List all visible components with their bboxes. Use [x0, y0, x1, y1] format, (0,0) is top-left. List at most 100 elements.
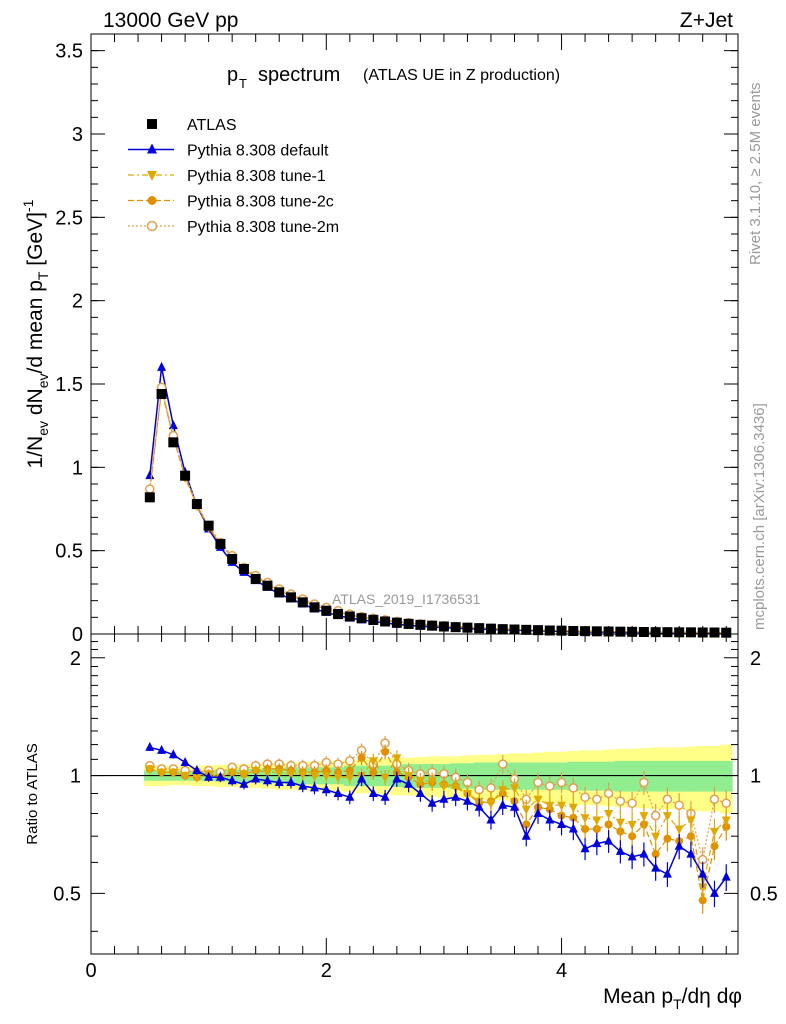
ratio-point [180, 756, 190, 766]
ratio-point [662, 794, 673, 804]
main-point [227, 554, 238, 564]
legend-marker [147, 171, 157, 181]
ratio-point [345, 791, 355, 801]
watermark: ATLAS_2019_I1736531 [332, 591, 481, 607]
ratio-point [698, 868, 708, 878]
ratio-y-tick-label: 2 [70, 648, 81, 670]
ratio-y-tick-label-right: 2 [750, 648, 761, 670]
ratio-point [381, 747, 390, 756]
ratio-point [698, 883, 708, 893]
ratio-y-tick-label-right: 0.5 [750, 883, 778, 905]
ratio-point [380, 791, 390, 801]
ratio-point [486, 783, 496, 793]
legend-label: Pythia 8.308 tune-1 [187, 168, 326, 185]
band-inner-segment [673, 760, 686, 792]
ratio-point [651, 862, 661, 872]
main-point [450, 622, 461, 633]
ratio-point [439, 793, 449, 803]
ratio-point [204, 771, 214, 781]
main-y-tick-label: 2.5 [55, 207, 83, 229]
ratio-point [557, 818, 567, 828]
ratio-point [451, 791, 461, 801]
ratio-point [439, 782, 449, 792]
ratio-point [639, 777, 649, 788]
main-point [344, 611, 355, 622]
main-y-tick-label: 0.5 [55, 541, 83, 563]
ratio-point [592, 816, 602, 826]
legend-label: Pythia 8.308 default [187, 143, 329, 160]
ratio-point [509, 784, 519, 794]
ratio-data-layer [91, 735, 738, 914]
ratio-point [522, 820, 531, 829]
ratio-point [533, 777, 543, 788]
ratio-point [145, 741, 155, 751]
ratio-point [498, 799, 508, 809]
legend-marker [147, 143, 157, 154]
ratio-point [709, 887, 719, 897]
title-rest: spectrum [258, 64, 340, 86]
main-y-tick-label: 1.5 [55, 374, 83, 396]
band-inner-segment [708, 760, 721, 792]
ratio-point [404, 772, 414, 782]
ratio-point [368, 757, 378, 767]
title-p: p [227, 64, 238, 86]
ratio-y-tick-label: 1 [70, 766, 81, 788]
ratio-point [333, 787, 343, 797]
main-point [168, 420, 178, 430]
main-point [427, 620, 438, 631]
x-tick-label: 0 [85, 960, 96, 982]
ratio-point [486, 814, 496, 824]
band-inner-segment [602, 761, 615, 791]
ratio-point [533, 795, 543, 805]
title-sub: T [239, 76, 247, 91]
ratio-point [710, 842, 719, 851]
ratio-point [180, 772, 190, 782]
ratio-point [369, 768, 378, 777]
main-point [274, 587, 285, 598]
ratio-point [251, 773, 261, 783]
ratio-point [521, 805, 531, 815]
ratio-point [215, 771, 225, 781]
beam-label: 13000 GeV pp [103, 9, 238, 32]
ratio-frame [90, 633, 739, 955]
ratio-point [145, 765, 155, 775]
main-point [297, 597, 308, 608]
ratio-x-ticks: 0 2 4 [85, 634, 727, 982]
main-y-tick-label: 2 [72, 291, 83, 313]
ratio-point [262, 768, 272, 778]
ratio-point [168, 749, 178, 759]
ratio-point [321, 784, 331, 794]
ratio-point [462, 795, 472, 805]
plot-title: p T spectrum (ATLAS UE in Z production) [227, 64, 560, 91]
process-label: Z+Jet [680, 9, 733, 32]
main-point [497, 624, 508, 635]
legend-label: Pythia 8.308 tune-2m [187, 219, 339, 236]
band-inner-segment [590, 761, 604, 791]
ratio-point [615, 845, 625, 855]
ratio-point [615, 818, 625, 828]
ratio-point [686, 848, 696, 858]
ratio-point [310, 782, 320, 792]
main-point [662, 627, 673, 638]
main-point [544, 625, 555, 636]
main-point [180, 470, 191, 481]
ratio-point [157, 744, 167, 754]
main-point [521, 624, 532, 635]
ratio-point [568, 803, 578, 813]
ratio-point [345, 756, 355, 766]
ratio-point [533, 807, 543, 817]
main-y-tick-label: 3.5 [55, 41, 83, 63]
main-point [215, 539, 226, 549]
ratio-point [415, 787, 425, 797]
ratio-point [380, 773, 390, 783]
band-inner-segment [649, 760, 663, 792]
ratio-point [650, 810, 661, 821]
main-point [144, 492, 155, 503]
ratio-point [686, 816, 696, 826]
legend-marker [147, 119, 157, 129]
band-inner-segment [685, 760, 698, 792]
ratio-point [192, 773, 202, 783]
main-point [368, 614, 379, 625]
main-x-ticks [90, 34, 727, 634]
ratio-point [663, 834, 672, 843]
